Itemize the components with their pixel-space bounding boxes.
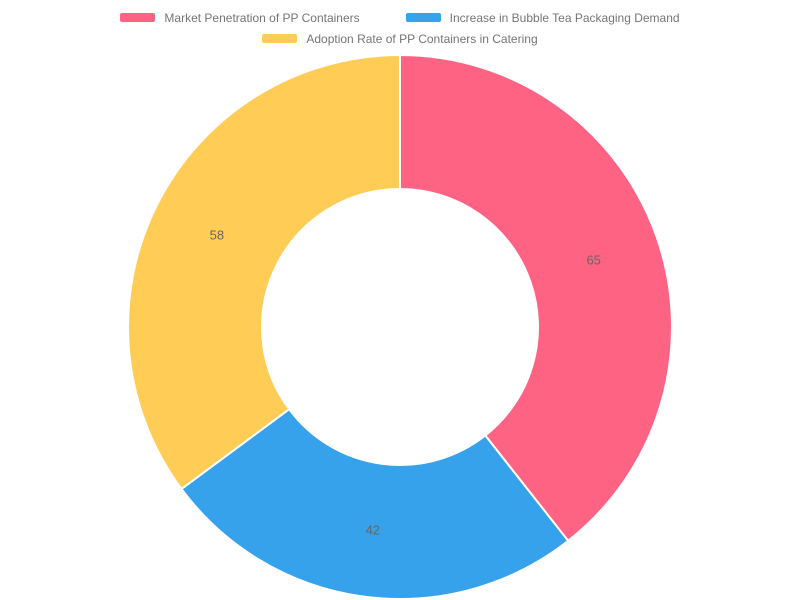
legend-swatch-icon [405, 13, 441, 22]
legend-item-market-penetration[interactable]: Market Penetration of PP Containers [120, 10, 360, 25]
pie-slice-1[interactable] [180, 408, 570, 600]
legend-label: Increase in Bubble Tea Packaging Demand [449, 10, 680, 25]
legend-label: Market Penetration of PP Containers [164, 10, 360, 25]
slice-value-label: 58 [210, 227, 224, 242]
slice-value-label: 42 [366, 523, 380, 538]
legend-item-bubble-tea-demand[interactable]: Increase in Bubble Tea Packaging Demand [405, 10, 680, 25]
legend-swatch-icon [262, 34, 298, 43]
slice-value-label: 65 [586, 253, 600, 268]
legend-label: Adoption Rate of PP Containers in Cateri… [306, 31, 538, 46]
legend-swatch-icon [120, 13, 156, 22]
chart-legend: Market Penetration of PP Containers Incr… [0, 7, 800, 49]
legend-item-catering-adoption[interactable]: Adoption Rate of PP Containers in Cateri… [262, 31, 538, 46]
pie-slice-2[interactable] [127, 54, 401, 490]
legend-row-2: Adoption Rate of PP Containers in Cateri… [0, 28, 800, 49]
legend-row-1: Market Penetration of PP Containers Incr… [0, 7, 800, 28]
pie-slice-0[interactable] [399, 54, 674, 542]
